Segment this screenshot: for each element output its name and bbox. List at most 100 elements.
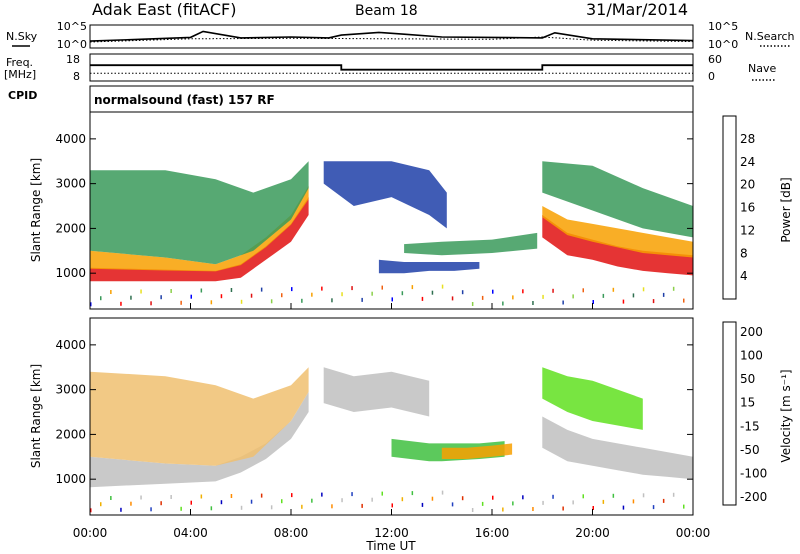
power-speck-55 [642,287,645,292]
power-band-2 [90,161,309,265]
freq-left-label: Freq. [6,56,33,69]
velocity-speck-13 [220,500,223,505]
power-speck-38 [471,302,474,306]
xtick-label-4: 16:00 [475,526,510,540]
noise-plot-area [89,30,694,43]
velocity-speck-42 [512,501,514,506]
velocity-speck-24 [331,504,333,509]
velocity-ytick-label-2: 3000 [55,383,86,397]
power-band-5 [378,259,480,274]
velocity-speck-50 [592,506,594,510]
xtick-label-3: 12:00 [374,526,409,540]
power-speck-25 [341,292,343,297]
power-band-8 [542,161,693,238]
power-speck-13 [220,294,223,299]
velocity-speck-46 [552,494,554,499]
power-speck-44 [532,301,534,305]
power-speck-46 [552,288,554,293]
power-speck-4 [130,295,132,300]
velocity-speck-14 [230,494,233,498]
noise-left-tick-top: 10^5 [57,20,87,33]
power-colorbar-tick-0: 4 [740,269,748,283]
power-speck-19 [281,293,283,298]
power-speck-5 [140,289,142,294]
velocity-colorbar-label: Velocity [m s⁻¹] [779,369,793,462]
velocity-colorbar-tick-7: -200 [740,490,767,504]
velocity-speck-58 [672,492,675,497]
cpid-label: CPID [8,89,37,102]
velocity-speck-26 [351,492,353,497]
power-speck-1 [100,296,102,301]
velocity-speck-36 [451,502,454,507]
velocity-colorbar-tick-3: 15 [740,396,755,410]
velocity-speck-56 [652,505,655,510]
velocity-colorbar-frame [722,321,737,506]
freq-plot-area [90,64,693,74]
power-band-0 [90,197,309,282]
velocity-speck-18 [270,505,273,510]
velocity-speck-57 [662,498,665,503]
cpid-value: normalsound (fast) 157 RF [94,93,275,107]
power-ytick-label-0: 1000 [55,266,86,280]
power-speck-57 [662,292,665,297]
velocity-speck-39 [481,501,484,506]
noise-right-tick-top: 10^5 [708,20,738,33]
power-speck-12 [210,300,213,305]
power-speck-36 [451,296,454,301]
power-speck-58 [672,286,675,291]
freq-left-tick-top: 18 [66,53,80,66]
power-colorbar-tick-4: 20 [740,178,755,192]
xtick-label-5: 20:00 [575,526,610,540]
power-speck-29 [381,285,383,290]
noise-right-label: N.Search [745,30,795,43]
freq-series-0 [90,64,693,71]
power-speck-32 [411,285,414,290]
power-ytick-label-2: 3000 [55,177,86,191]
velocity-speck-38 [471,508,474,512]
freq-right-tick-bottom: 0 [708,70,715,83]
velocity-speck-19 [281,499,283,504]
noise-series-1 [89,36,694,43]
velocity-band-1 [90,367,309,466]
velocity-band-5 [542,416,693,480]
freq-left-tick-bottom: 8 [73,70,80,83]
noise-series-0 [89,30,694,42]
xtick-label-2: 08:00 [274,526,309,540]
power-band-4 [404,232,538,256]
power-speck-53 [622,299,625,304]
velocity-band-6 [542,367,643,430]
power-speck-7 [160,295,162,300]
velocity-plot-area [90,367,693,513]
power-ylabel: Slant Range [km] [29,158,43,262]
freq-right-tick-top: 60 [708,53,722,66]
velocity-speck-16 [250,499,253,504]
velocity-speck-20 [291,493,293,498]
time-axis: 00:00 04:00 08:00 12:00 16:00 20:00 00:00 [73,303,710,540]
power-colorbar-tick-1: 8 [740,246,748,260]
freq-left-unit: [MHz] [4,68,36,81]
velocity-speck-48 [572,500,574,505]
velocity-colorbar-tick-4: -15 [740,419,760,433]
power-speck-23 [321,286,323,291]
power-colorbar-tick-6: 28 [740,132,755,146]
power-speck-3 [120,301,122,306]
velocity-ytick-label-0: 1000 [55,472,86,486]
velocity-speck-0 [90,508,92,513]
velocity-speck-32 [411,491,414,496]
velocity-speck-54 [632,499,635,504]
power-speck-56 [652,299,655,304]
velocity-speck-59 [683,504,685,509]
beam-title: Beam 18 [355,3,418,19]
velocity-speck-4 [130,501,132,506]
power-speck-28 [371,291,373,296]
velocity-speck-27 [361,503,363,508]
velocity-speck-40 [492,495,494,500]
velocity-speck-8 [170,495,172,499]
velocity-speck-35 [441,490,444,495]
velocity-speck-15 [240,505,243,510]
velocity-band-0 [90,391,309,488]
velocity-speck-25 [341,498,343,503]
power-speck-20 [291,287,293,292]
velocity-speck-53 [622,505,625,510]
power-speck-15 [240,299,243,304]
